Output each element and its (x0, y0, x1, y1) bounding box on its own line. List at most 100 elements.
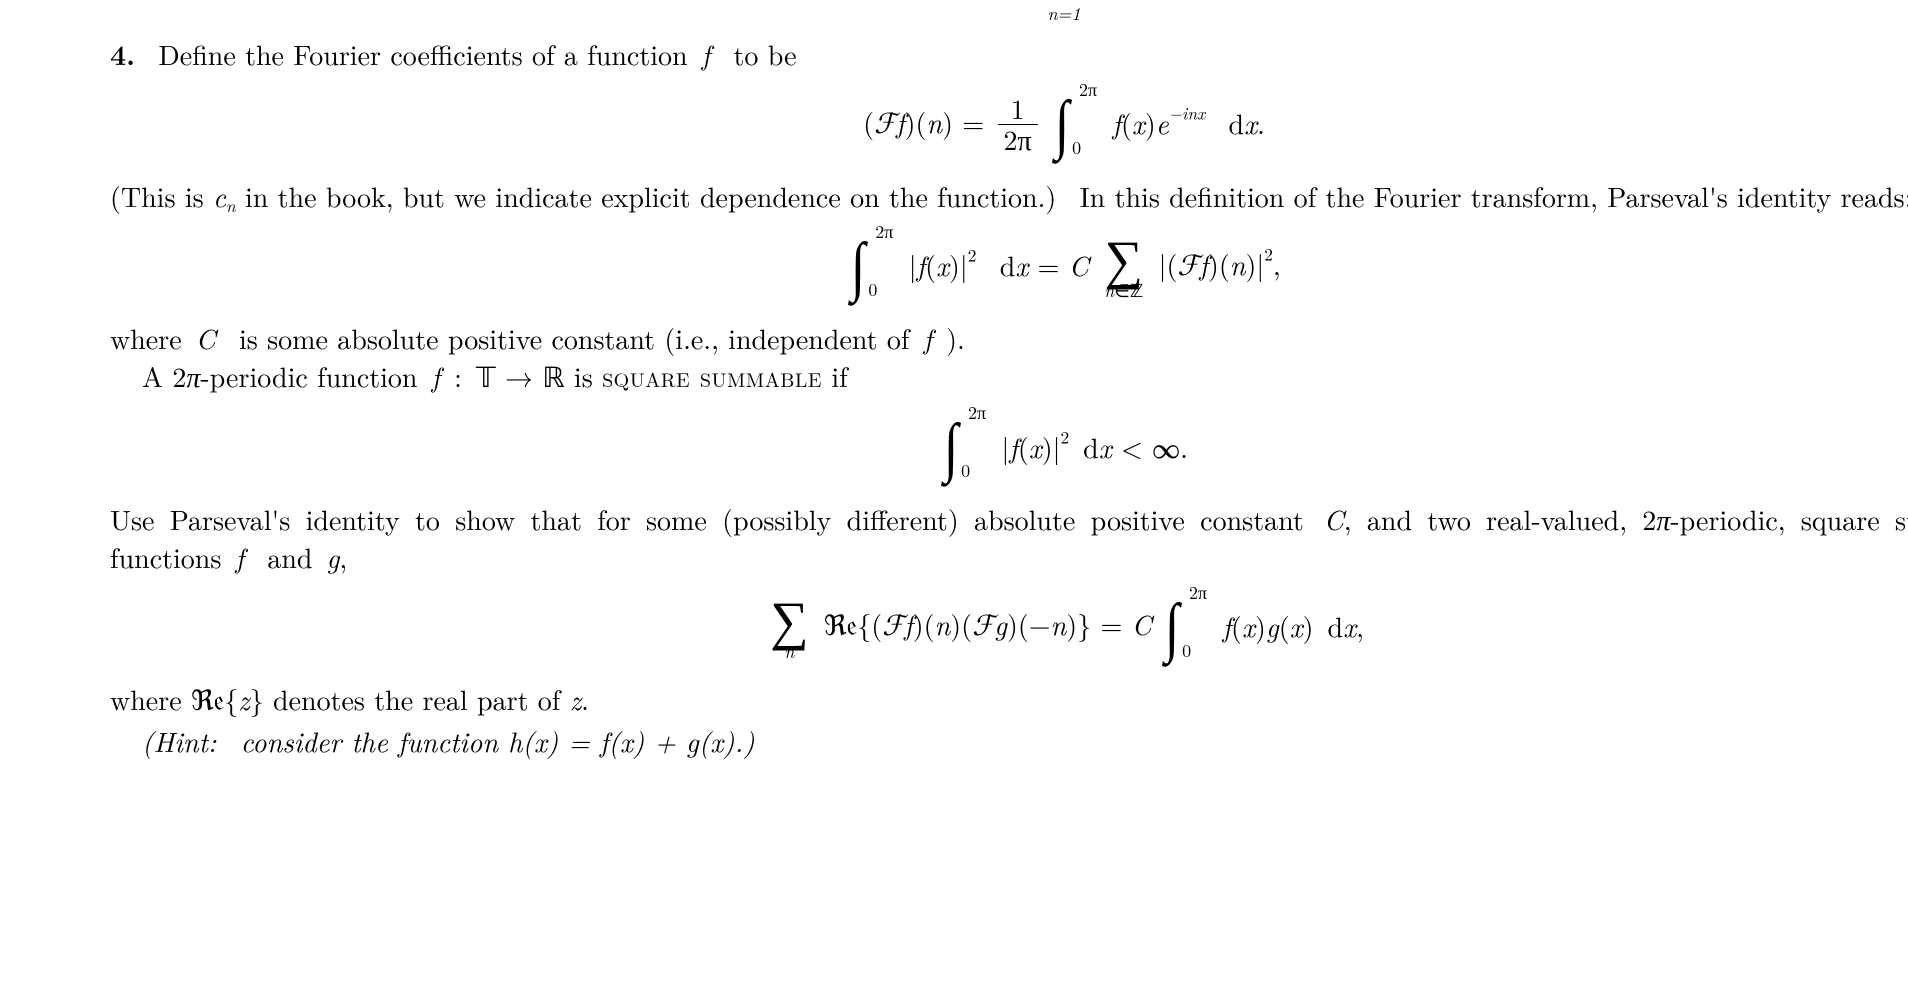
sym-f: f (702, 34, 711, 74)
eq2-dx-x: x (1015, 245, 1028, 285)
eq1-e: e (1156, 103, 1169, 143)
eq2-C: C (1069, 245, 1089, 285)
p5-and: and (244, 537, 326, 577)
integral-icon: ∫ (944, 407, 958, 479)
item-4-opening: 4. Define the Fourier coefficients of a … (110, 36, 1908, 74)
eq2-rhs-n: n (1230, 244, 1246, 284)
eq4-scrF1: ℱ (882, 611, 904, 642)
p4-colon: : (440, 356, 476, 396)
eq2-comma: , (1273, 244, 1281, 284)
integral-icon: ∫ (851, 226, 865, 298)
integral-icon: ∫ (1055, 84, 1069, 156)
para-use-parseval: Use Parseval's identity to show that for… (110, 501, 1908, 577)
p4-a: A 2 (142, 356, 186, 396)
integral-icon: ∫ (1165, 587, 1179, 659)
p2a: (This is (110, 176, 213, 216)
eq2-f: f (917, 245, 926, 285)
hint-text: (Hint: consider the function h(x) = f(x)… (142, 721, 755, 761)
eq1-den: 2π (998, 124, 1038, 154)
eq2-integral: ∫ 2π 0 (849, 226, 867, 298)
eq3-dx-x: x (1099, 427, 1112, 467)
p2-c: c (213, 176, 226, 216)
eq1-scrF: ℱ (874, 109, 896, 140)
hint-line: (Hint: consider the function h(x) = f(x)… (110, 723, 1908, 761)
eq4-g: g (994, 604, 1007, 644)
small-caps-square-summable: square summable (602, 356, 822, 396)
equation-fourier-coeff: (ℱf)(n) = 1 2π ∫ 2π 0 f(x)e−inx dx. (110, 88, 1908, 160)
eq4-m2: )( (950, 604, 972, 644)
eq2-iu: 2π (875, 220, 893, 244)
eq4-f: f (904, 604, 913, 644)
eq1-xvar: x (1132, 103, 1145, 143)
eq1-rp: )( (905, 102, 927, 142)
p2-n: n (226, 193, 236, 218)
p4-a2: -periodic function (200, 356, 431, 396)
equation-target-identity: ∑ n ℜ𝔢{(ℱf)(n)(ℱg)(−n)} = C ∫ 2π 0 f(x)g… (110, 591, 1908, 663)
eq4-m1: )( (913, 604, 935, 644)
item-number: 4. (110, 34, 135, 74)
cutoff-fragment: n=1 (110, 2, 1908, 26)
eq4-scrF2: ℱ (972, 611, 994, 642)
eq3-sq: 2 (1060, 424, 1069, 449)
p4-arrow: → (496, 356, 543, 396)
p6-c: } denotes the real part of (250, 679, 570, 719)
sum-icon: ∑ (770, 593, 809, 641)
blackboard-R: ℝ (542, 363, 564, 394)
para-square-summable-def: A 2π-periodic function f : 𝕋 → ℝ is squa… (110, 358, 1908, 398)
p5-b: , and two real-valued, 2 (1344, 499, 1657, 539)
eq1-lp: ( (863, 102, 874, 142)
p6-z2: z (570, 679, 581, 719)
p4-is: is (565, 356, 602, 396)
para-where-Re: where ℜ𝔢{z} denotes the real part of z. (110, 681, 1908, 723)
eq2-sum: ∑ n∈ℤ (1104, 232, 1143, 300)
eq1-int-upper: 2π (1079, 78, 1097, 102)
eq4-iu: 2π (1189, 581, 1207, 605)
p6-z: z (238, 679, 249, 719)
p5-f: f (235, 537, 244, 577)
eq4-n2: n (1051, 604, 1067, 644)
equation-parseval: ∫ 2π 0 |f(x)|2 dx = C ∑ n∈ℤ |(ℱf)(n)|2, (110, 230, 1908, 302)
p5-g: g (327, 537, 340, 577)
p3-c: ). (932, 318, 965, 358)
p6-a: where (110, 679, 191, 719)
para-cn-explain: (This is cn in the book, but we indicate… (110, 178, 1908, 216)
eq2-rhs-sq: 2 (1264, 241, 1273, 266)
p6-d: . (581, 679, 589, 719)
eq2-scrF: ℱ (1177, 251, 1199, 282)
eq1-int-lower: 0 (1072, 136, 1081, 160)
eq4-bc: )} = (1066, 604, 1131, 644)
eq2-eq: = (1028, 245, 1068, 285)
p3-C: C (196, 318, 216, 358)
eq1-x: ( (1121, 103, 1132, 143)
eq3-integral: ∫ 2π 0 (942, 407, 960, 479)
eq4-sum: ∑ n (770, 593, 809, 661)
equation-square-summable: ∫ 2π 0 |f(x)|2 dx < ∞. (110, 411, 1908, 483)
p5-a: Use Parseval's identity to show that for… (110, 499, 1324, 539)
p3-f: f (923, 318, 932, 358)
p4-if: if (822, 356, 848, 396)
eq2-sq: 2 (968, 242, 977, 267)
p3-a: where (110, 318, 196, 358)
p5-c: , (339, 537, 347, 577)
eq1-dx-x: x (1244, 103, 1257, 143)
blackboard-T: 𝕋 (476, 363, 496, 394)
eq4-integral: ∫ 2π 0 (1163, 587, 1181, 659)
p4-f: f (432, 356, 441, 396)
eq1-eq: ) = (942, 102, 984, 142)
para-where-C: where C is some absolute positive consta… (110, 320, 1908, 358)
item-line1-a: Define the Fourier coefficients of a fun… (158, 34, 701, 74)
eq2-rhs-f: f (1199, 244, 1208, 284)
eq2-il: 0 (868, 278, 877, 302)
eq3-lt: < ∞. (1112, 427, 1188, 467)
sum-icon: ∑ (1104, 232, 1143, 280)
eq1-exp: −inx (1169, 100, 1205, 125)
eq1-dot: . (1257, 103, 1265, 143)
p2b: in the book, but we indicate explicit de… (236, 176, 1908, 216)
eq4-bo: {( (857, 604, 882, 644)
eq1-n: n (926, 102, 942, 142)
fraktur-Re: ℜ𝔢 (824, 614, 857, 643)
fraktur-Re-inline: ℜ𝔢 (191, 689, 224, 718)
eq3-il: 0 (961, 459, 970, 483)
eq4-C: C (1132, 604, 1152, 644)
p3-b: is some absolute positive constant (i.e.… (216, 318, 924, 358)
